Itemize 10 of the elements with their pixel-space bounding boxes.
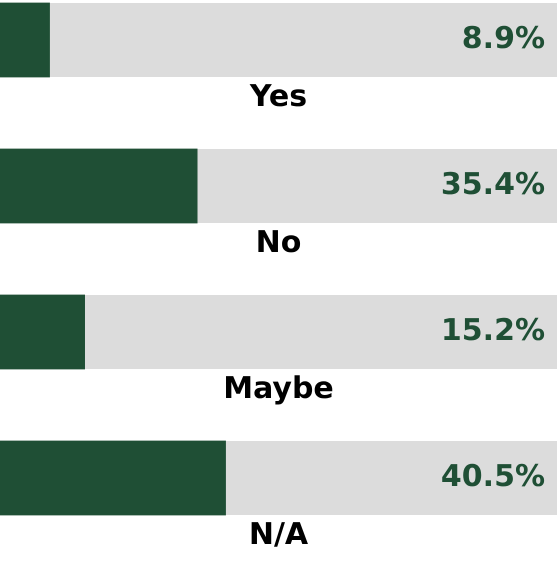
y-tick-label: Yes <box>248 78 308 114</box>
data-label: 40.5% <box>440 458 545 494</box>
data-label: 15.2% <box>440 312 545 348</box>
bar <box>0 294 85 370</box>
y-tick-label: N/A <box>248 516 309 552</box>
data-label: 8.9% <box>462 20 545 56</box>
bar <box>0 2 50 78</box>
data-label: 35.4% <box>440 166 545 202</box>
y-tick-label: No <box>256 224 302 260</box>
y-tick-label: Maybe <box>223 370 334 406</box>
